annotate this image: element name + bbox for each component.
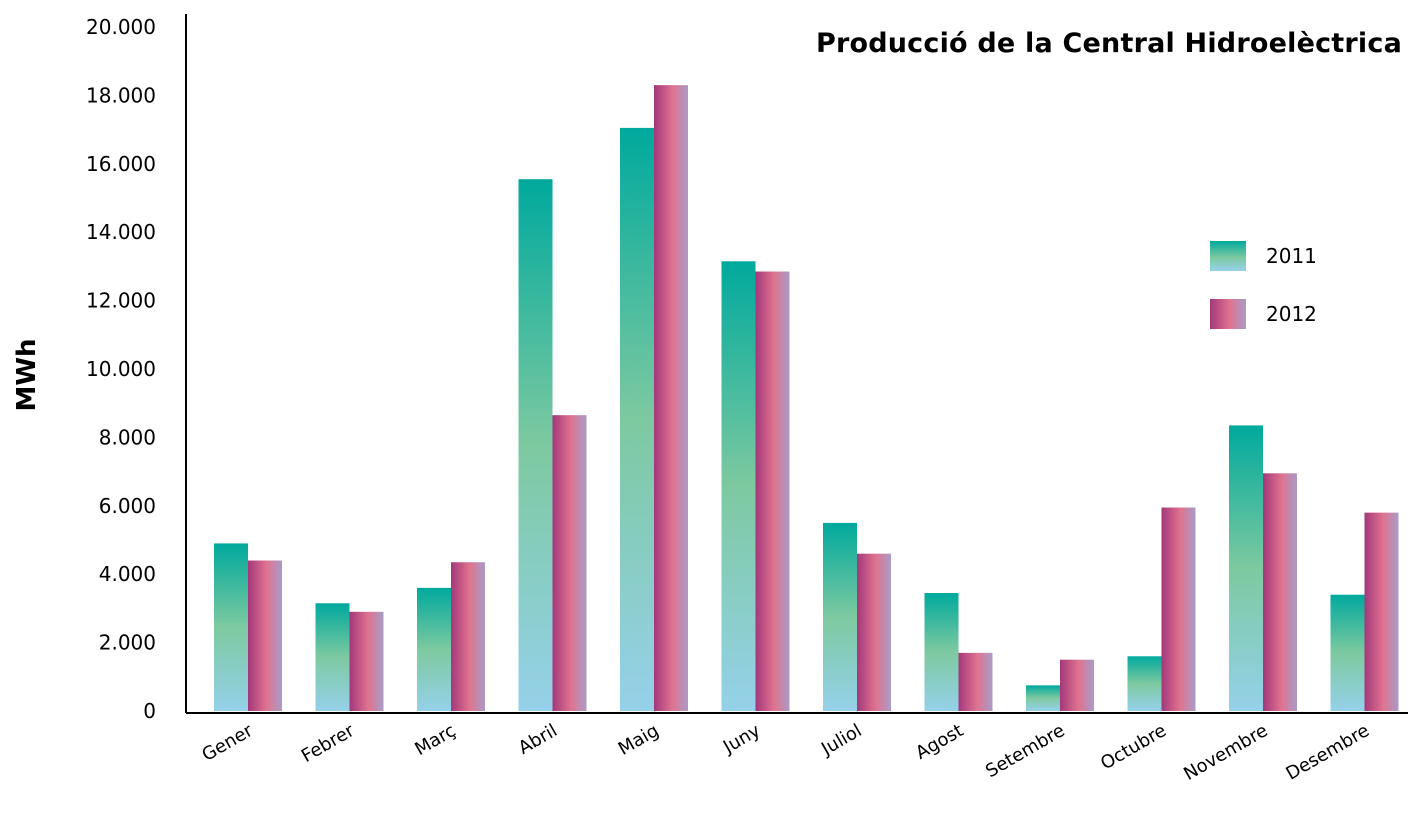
bar-2011-maig [620,127,654,711]
bar-2011-febrer [315,603,350,711]
bar-2012-setembre [1060,659,1094,711]
bar-2012-novembre [1263,473,1297,711]
legend-swatch-2011 [1210,241,1246,271]
bar-2011-agost [924,593,959,711]
x-tick-label: Juliol [817,720,865,760]
y-tick-label: 2.000 [99,631,156,655]
legend: 2011 2012 [1210,240,1317,356]
bar-2011-octubre [1127,656,1162,711]
bar-2011-setembre [1026,685,1060,711]
x-tick-label: Octubre [1097,720,1170,774]
legend-label-2011: 2011 [1266,244,1317,268]
bar-2012-març [451,562,485,711]
bar-2012-abril [552,415,587,711]
y-axis-ticks: 0 2.000 4.000 6.000 8.000 10.000 12.000 14.000 1… [86,15,156,723]
x-tick-label: Abril [515,720,561,759]
bar-2011-desembre [1330,594,1365,711]
bar-2011-juny [721,261,756,711]
y-tick-label: 4.000 [99,562,156,586]
y-tick-label: 6.000 [99,494,156,518]
bar-2012-desembre [1364,512,1399,711]
bar-2011-novembre [1229,425,1263,711]
x-tick-label: Agost [912,720,967,764]
y-tick-label: 8.000 [99,425,156,449]
chart-title: Producció de la Central Hidroelèctrica [815,28,1402,59]
x-tick-label: Gener [198,720,257,766]
x-axis-labels: Gener Febrer Març Abril Maig Juny Juliol Agost S… [198,720,1373,785]
x-tick-label: Març [411,720,459,760]
legend-item-2012: 2012 [1210,298,1317,330]
bar-2011-abril [518,179,553,711]
x-tick-label: Febrer [298,720,359,767]
x-tick-label: Desembre [1282,720,1373,784]
y-tick-label: 16.000 [86,152,156,176]
bar-2012-maig [654,85,688,711]
y-tick-label: 20.000 [86,15,156,39]
bar-2012-octubre [1161,507,1196,711]
bar-2012-febrer [349,611,384,711]
legend-swatch-2012 [1210,299,1246,329]
x-tick-label: Novembre [1180,720,1271,785]
bar-2012-agost [958,652,993,711]
y-tick-label: 0 [143,699,156,723]
y-tick-label: 10.000 [86,357,156,381]
legend-label-2012: 2012 [1266,302,1317,326]
x-tick-label: Setembre [982,720,1068,782]
bar-2012-gener [248,560,282,711]
x-tick-label: Maig [615,720,663,760]
bar-2011-gener [214,543,248,711]
y-tick-label: 12.000 [86,289,156,313]
bar-2011-març [417,587,451,711]
bar-2012-juny [755,271,790,711]
y-tick-label: 18.000 [86,83,156,107]
y-tick-label: 14.000 [86,220,156,244]
y-axis-label: MWh [12,338,42,412]
bar-2012-juliol [857,553,891,711]
legend-item-2011: 2011 [1210,240,1317,272]
x-tick-label: Juny [719,720,764,758]
bar-2011-juliol [823,522,857,711]
bars [214,85,1399,711]
